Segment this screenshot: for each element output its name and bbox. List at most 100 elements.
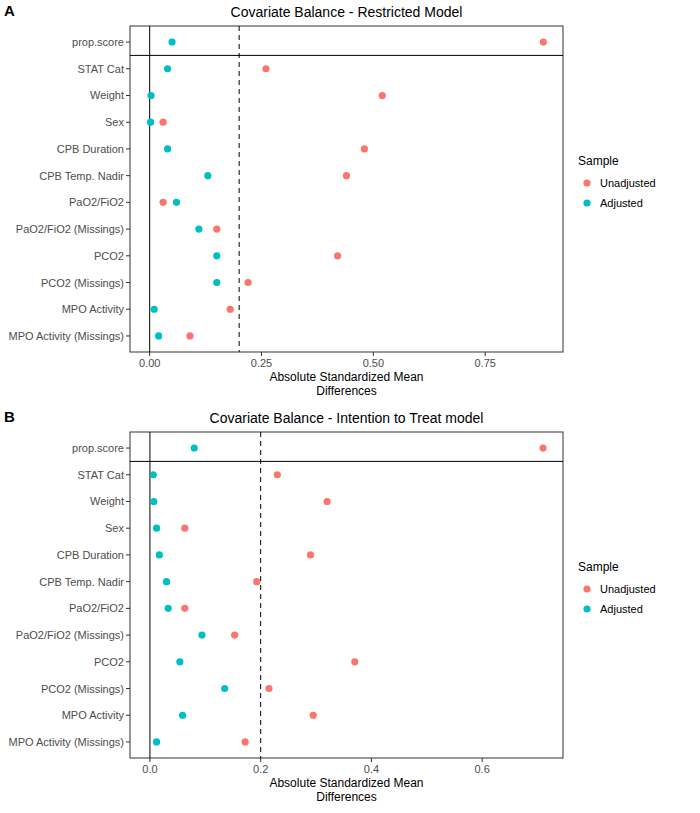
dot bbox=[324, 498, 331, 505]
legend-label: Adjusted bbox=[600, 197, 643, 209]
legend-key bbox=[583, 179, 590, 186]
x-tick bbox=[149, 352, 150, 356]
chart: A Covariate Balance - Restricted Model 0.0… bbox=[0, 0, 700, 813]
legend-label: Unadjusted bbox=[600, 583, 656, 595]
panel-label: A bbox=[4, 2, 15, 19]
y-tick bbox=[126, 148, 130, 149]
plot-area bbox=[130, 26, 563, 352]
zero-line bbox=[149, 432, 150, 758]
x-label: Differences bbox=[316, 790, 376, 804]
dot bbox=[155, 332, 162, 339]
dot bbox=[231, 631, 238, 638]
plot-area bbox=[130, 432, 563, 758]
dot bbox=[334, 252, 341, 259]
y-tick bbox=[126, 715, 130, 716]
y-tick bbox=[126, 255, 130, 256]
dot bbox=[221, 685, 228, 692]
dot bbox=[265, 685, 272, 692]
panel: ACovariate Balance - Restricted Model0.0… bbox=[4, 2, 656, 398]
separator bbox=[130, 55, 563, 56]
dot bbox=[361, 145, 368, 152]
x-label: Differences bbox=[316, 384, 376, 398]
dot bbox=[379, 92, 386, 99]
y-tick bbox=[126, 309, 130, 310]
x-label: Absolute Standardized Mean bbox=[269, 776, 423, 790]
zero-line bbox=[149, 26, 150, 352]
dot bbox=[204, 172, 211, 179]
y-tick bbox=[126, 741, 130, 742]
y-tick bbox=[126, 95, 130, 96]
y-tick-label: Sex bbox=[105, 116, 124, 128]
legend-key bbox=[583, 199, 590, 206]
dot bbox=[168, 38, 175, 45]
y-tick-label: prop.score bbox=[72, 442, 124, 454]
x-label: Absolute Standardized Mean bbox=[269, 370, 423, 384]
y-tick-label: PCO2 (Missings) bbox=[41, 683, 124, 695]
y-tick bbox=[126, 688, 130, 689]
dot bbox=[160, 199, 167, 206]
dot bbox=[163, 578, 170, 585]
plot-frame bbox=[130, 26, 563, 352]
x-tick bbox=[482, 758, 483, 762]
y-tick bbox=[126, 554, 130, 555]
dot bbox=[213, 279, 220, 286]
panel-label: B bbox=[4, 408, 15, 425]
dot bbox=[164, 145, 171, 152]
y-tick-label: PaO2/FiO2 bbox=[69, 196, 124, 208]
y-tick-label: Weight bbox=[90, 89, 124, 101]
dot bbox=[198, 631, 205, 638]
y-tick-label: PaO2/FiO2 (Missings) bbox=[16, 223, 124, 235]
y-tick-label: CPB Temp. Nadir bbox=[39, 576, 124, 588]
dot bbox=[150, 471, 157, 478]
y-tick-label: STAT Cat bbox=[78, 469, 124, 481]
dot bbox=[191, 444, 198, 451]
dot bbox=[540, 38, 547, 45]
y-tick bbox=[126, 581, 130, 582]
dot bbox=[153, 525, 160, 532]
legend-key bbox=[583, 585, 590, 592]
dot bbox=[160, 119, 167, 126]
x-tick-label: 0.75 bbox=[474, 357, 495, 369]
dot bbox=[310, 712, 317, 719]
dot bbox=[242, 738, 249, 745]
dot bbox=[147, 119, 154, 126]
legend-title: Sample bbox=[578, 154, 619, 168]
y-tick bbox=[126, 635, 130, 636]
dot bbox=[147, 92, 154, 99]
y-tick bbox=[126, 608, 130, 609]
y-tick bbox=[126, 282, 130, 283]
y-tick-label: MPO Activity (Missings) bbox=[8, 736, 124, 748]
y-tick-label: CPB Temp. Nadir bbox=[39, 170, 124, 182]
y-tick-label: prop.score bbox=[72, 36, 124, 48]
dot bbox=[244, 279, 251, 286]
dot bbox=[195, 225, 202, 232]
legend-key bbox=[583, 605, 590, 612]
panel: BCovariate Balance - Intention to Treat … bbox=[4, 408, 656, 804]
dot bbox=[539, 444, 546, 451]
y-tick-label: PCO2 bbox=[94, 656, 124, 668]
dot bbox=[164, 65, 171, 72]
x-tick bbox=[260, 758, 261, 762]
y-tick bbox=[126, 501, 130, 502]
x-tick bbox=[485, 352, 486, 356]
title: Covariate Balance - Restricted Model bbox=[231, 4, 463, 20]
y-tick-label: STAT Cat bbox=[78, 63, 124, 75]
x-tick-label: 0.25 bbox=[251, 357, 272, 369]
plot-frame bbox=[130, 432, 563, 758]
y-tick-label: PCO2 (Missings) bbox=[41, 277, 124, 289]
y-tick-label: PaO2/FiO2 bbox=[69, 602, 124, 614]
x-tick-label: 0.0 bbox=[142, 763, 157, 775]
y-tick bbox=[126, 68, 130, 69]
y-tick bbox=[126, 42, 130, 43]
dot bbox=[181, 525, 188, 532]
legend-label: Unadjusted bbox=[600, 177, 656, 189]
y-tick bbox=[126, 122, 130, 123]
dot bbox=[351, 658, 358, 665]
x-tick-label: 0.2 bbox=[253, 763, 268, 775]
x-tick bbox=[261, 352, 262, 356]
dot bbox=[151, 306, 158, 313]
y-tick-label: Sex bbox=[105, 522, 124, 534]
dot bbox=[274, 471, 281, 478]
dot bbox=[181, 605, 188, 612]
y-tick bbox=[126, 229, 130, 230]
